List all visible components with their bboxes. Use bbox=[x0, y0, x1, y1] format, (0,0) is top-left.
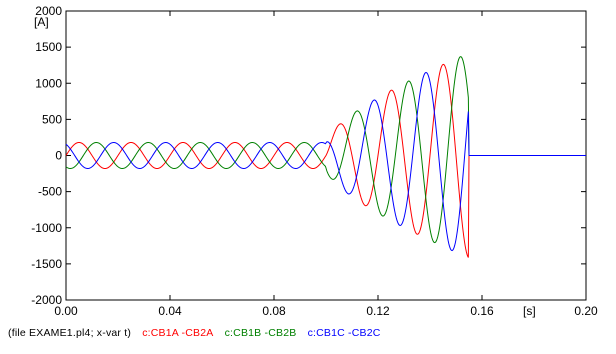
legend-entry-b: c:CB1B -CB2B bbox=[224, 327, 297, 339]
y-axis: -2000 -1500 -1000 -500 0 500 1000 1500 2000 bbox=[31, 4, 586, 307]
x-axis: 0.00 0.04 0.08 0.12 0.16 0.20 bbox=[54, 11, 598, 318]
y-tick-label: 1500 bbox=[35, 40, 62, 54]
y-tick-label: 2000 bbox=[35, 4, 62, 18]
y-tick-label: -2000 bbox=[31, 293, 62, 307]
file-info: (file EXAME1.pl4; x-var t) bbox=[8, 327, 132, 339]
y-axis-label: [A] bbox=[34, 15, 49, 29]
y-tick-label: -500 bbox=[38, 185, 62, 199]
y-tick-label: 1000 bbox=[35, 76, 62, 90]
legend-entry-c: c:CB1C -CB2C bbox=[307, 327, 381, 339]
x-axis-label: [s] bbox=[523, 304, 536, 318]
y-tick-label: -1500 bbox=[31, 257, 62, 271]
y-tick-label: 500 bbox=[42, 112, 62, 126]
x-tick-label: 0.16 bbox=[470, 304, 494, 318]
x-tick-label: 0.04 bbox=[158, 304, 182, 318]
x-tick-label: 0.12 bbox=[366, 304, 390, 318]
x-tick-label: 0.20 bbox=[574, 304, 598, 318]
x-tick-label: 0.00 bbox=[54, 304, 78, 318]
y-tick-label: 0 bbox=[55, 149, 62, 163]
series-line-c bbox=[65, 71, 586, 252]
legend-entry-a: c:CB1A -CB2A bbox=[142, 327, 214, 339]
series-layer bbox=[65, 56, 586, 258]
footer: (file EXAME1.pl4; x-var t) c:CB1A -CB2A … bbox=[8, 327, 389, 343]
x-tick-label: 0.08 bbox=[262, 304, 286, 318]
y-tick-label: -1000 bbox=[31, 221, 62, 235]
